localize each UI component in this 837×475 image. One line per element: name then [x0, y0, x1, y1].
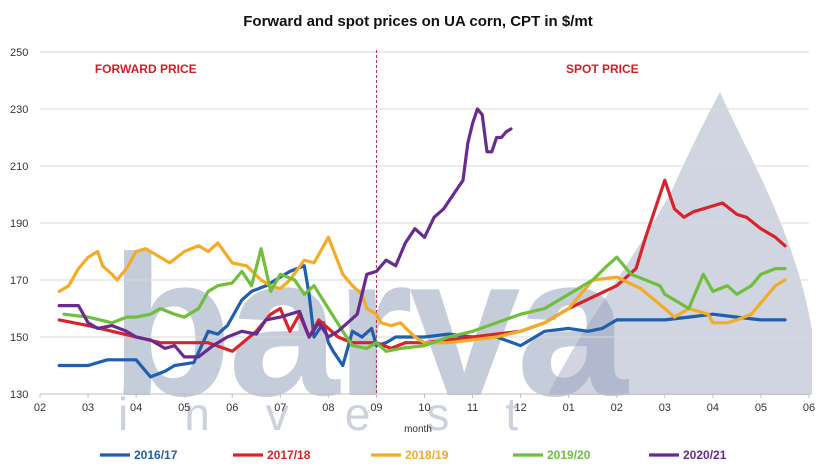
- chart-title: Forward and spot prices on UA corn, CPT …: [243, 13, 592, 30]
- x-tick-label: 07: [274, 402, 286, 414]
- watermark-brand: barva: [110, 215, 629, 438]
- watermark-subtitle: invest: [118, 388, 574, 440]
- x-tick-label: 03: [659, 402, 671, 414]
- legend-label: 2016/17: [134, 448, 178, 462]
- legend: 2016/17 2017/18 2018/19 2019/20 2020/21: [100, 448, 727, 462]
- y-tick-label: 170: [10, 275, 28, 287]
- x-axis-title: month: [404, 424, 432, 435]
- legend-label: 2019/20: [547, 448, 591, 462]
- y-tick-label: 210: [10, 161, 28, 173]
- x-tick-label: 02: [611, 402, 623, 414]
- x-tick-label: 10: [418, 402, 430, 414]
- y-tick-label: 230: [10, 104, 28, 116]
- series-line: [62, 247, 787, 353]
- region-label: FORWARD PRICE: [95, 62, 197, 76]
- series-line: [57, 235, 787, 345]
- legend-label: 2018/19: [405, 448, 449, 462]
- x-tick-label: 01: [563, 402, 575, 414]
- legend-label: 2020/21: [683, 448, 727, 462]
- x-tick-label: 11: [467, 402, 478, 414]
- x-tick-label: 12: [515, 402, 527, 414]
- x-tick-label: 04: [130, 402, 142, 414]
- y-tick-label: 250: [10, 47, 28, 59]
- x-tick-label: 06: [803, 402, 815, 414]
- series-line: [57, 107, 513, 359]
- series-lines: [57, 107, 787, 379]
- x-tick-label: 06: [226, 402, 238, 414]
- x-tick-label: 03: [82, 402, 94, 414]
- axes: 130 150 170 190 210 230 250 02 03 04 05 06 07 08 09 10 1…: [10, 47, 815, 414]
- watermark-logo: barva invest: [110, 92, 812, 440]
- region-label: SPOT PRICE: [566, 62, 639, 76]
- x-tick-label: 09: [370, 402, 382, 414]
- legend-label: 2017/18: [267, 448, 311, 462]
- x-tick-label: 02: [34, 402, 46, 414]
- x-tick-label: 05: [178, 402, 190, 414]
- y-tick-label: 130: [10, 389, 28, 401]
- y-tick-label: 150: [10, 332, 28, 344]
- region-labels: FORWARD PRICE SPOT PRICE: [95, 50, 639, 394]
- series-line: [57, 264, 787, 379]
- x-tick-label: 04: [707, 402, 719, 414]
- y-tick-label: 190: [10, 218, 28, 230]
- series-line: [57, 178, 787, 353]
- x-tick-label: 08: [322, 402, 334, 414]
- x-tick-label: 05: [755, 402, 767, 414]
